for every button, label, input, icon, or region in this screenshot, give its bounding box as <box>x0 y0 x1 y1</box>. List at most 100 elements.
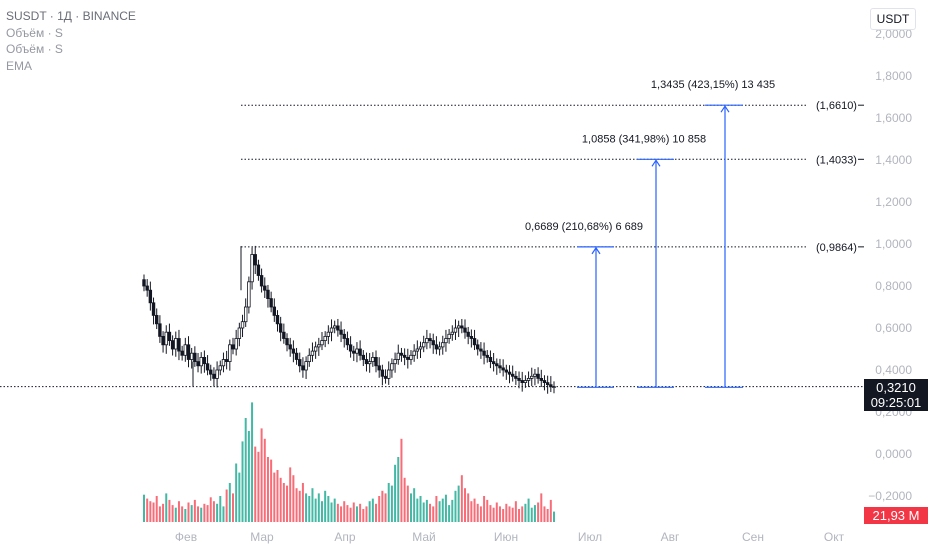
candle-body <box>514 375 518 379</box>
candle-body <box>250 254 254 283</box>
candle-body <box>523 380 528 383</box>
volume-bar <box>235 463 238 522</box>
volume-bar <box>177 501 180 522</box>
volume-bar <box>451 499 454 522</box>
currency-button[interactable]: USDT <box>870 8 916 30</box>
volume-bar <box>336 503 339 522</box>
candle-body <box>549 384 553 388</box>
volume-bar <box>378 496 381 522</box>
price-range-measurements[interactable]: 0,6689 (210,68%) 6 689 1,0858 (341,98%) 1… <box>525 79 775 388</box>
candle-body <box>285 338 289 346</box>
volume-bar <box>286 485 289 522</box>
candle-body <box>310 350 315 356</box>
candle-body <box>428 338 432 341</box>
candle-body <box>425 338 429 344</box>
bar-countdown: 09:25:01 <box>870 395 922 410</box>
candle-body <box>288 344 292 350</box>
candle-body <box>202 356 207 365</box>
volume-bar <box>457 485 460 522</box>
candle-body <box>539 377 543 381</box>
candle-body <box>396 352 400 360</box>
volume-bar <box>162 503 165 522</box>
candle-body <box>323 335 327 341</box>
volume-bar <box>317 493 320 522</box>
volume-bar <box>314 498 317 522</box>
volume-bar <box>308 496 311 522</box>
ema-indicator[interactable]: EMA <box>6 58 33 73</box>
reference-line-label: (0,9864) <box>816 242 857 254</box>
time-tick-label: Июл <box>578 530 602 544</box>
candle-body <box>418 346 423 350</box>
price-tick-label: 1,0000 <box>875 237 912 251</box>
price-tick-label: 2,0000 <box>875 27 912 41</box>
candle-body <box>253 254 257 266</box>
candles <box>142 245 556 394</box>
volume-bar <box>467 493 470 522</box>
candle-body <box>161 335 165 346</box>
volume-bar <box>483 496 486 522</box>
candle-body <box>272 306 277 316</box>
volume-bar <box>266 457 269 522</box>
candle-body <box>361 354 366 360</box>
volume-bar <box>425 499 428 522</box>
volume-bar <box>231 493 234 522</box>
reference-line-label: (1,6610) <box>816 100 857 112</box>
volume-bar <box>181 506 184 522</box>
candle-body <box>215 369 219 379</box>
volume-bar <box>460 475 463 522</box>
time-tick-label: Июн <box>494 530 518 544</box>
volume-bar <box>149 501 152 522</box>
candle-body <box>507 371 512 375</box>
measure-label: 1,0858 (341,98%) 10 858 <box>582 133 706 145</box>
volume-bar <box>514 501 517 522</box>
volume-bar <box>435 496 438 522</box>
candle-body <box>177 338 181 352</box>
candle-body <box>329 327 334 333</box>
time-tick-label: Авг <box>661 530 680 544</box>
candle-body <box>183 344 188 356</box>
candle-body <box>402 354 407 358</box>
candle-body <box>275 314 280 325</box>
volume-bar <box>324 490 327 522</box>
volume-bar <box>320 501 323 522</box>
candle-body <box>193 352 197 363</box>
volume-bar <box>327 496 330 522</box>
candle-body <box>158 323 162 337</box>
volume-bar <box>152 502 155 522</box>
volume-bar <box>257 451 260 522</box>
volume-bar <box>216 503 219 522</box>
candle-body <box>463 327 467 333</box>
candle-body <box>282 331 286 339</box>
candle-body <box>504 369 509 373</box>
volume-bar <box>311 488 314 522</box>
volume-bar <box>441 498 444 522</box>
candle-body <box>259 275 264 287</box>
volume-bar <box>292 475 295 522</box>
candle-body <box>256 264 261 276</box>
volume-bar <box>184 509 187 522</box>
volume-bar <box>473 498 476 522</box>
candle-body <box>307 354 311 362</box>
price-tick-label: 1,4000 <box>875 153 912 167</box>
volume-indicator-1[interactable]: Объём · S <box>6 25 63 40</box>
candle-body <box>466 331 470 337</box>
volume-bar <box>143 494 145 522</box>
volume-bar <box>470 501 473 522</box>
volume-indicator-2[interactable]: Объём · S <box>6 42 63 56</box>
candle-body <box>447 333 451 339</box>
volume-bar <box>200 507 203 522</box>
candle-body <box>488 356 493 362</box>
candle-body <box>393 359 397 365</box>
volume-bar <box>530 507 533 522</box>
volume-bar <box>543 506 546 522</box>
candle-body <box>387 369 391 379</box>
volume-value-label: 21,93 M <box>864 507 928 524</box>
candle-body <box>517 377 521 381</box>
candle-body <box>320 340 324 346</box>
candle-body <box>167 331 172 342</box>
volume-bar <box>276 470 279 522</box>
candle-body <box>313 346 318 352</box>
volume-bar <box>187 502 190 522</box>
volume-bar <box>448 505 451 522</box>
